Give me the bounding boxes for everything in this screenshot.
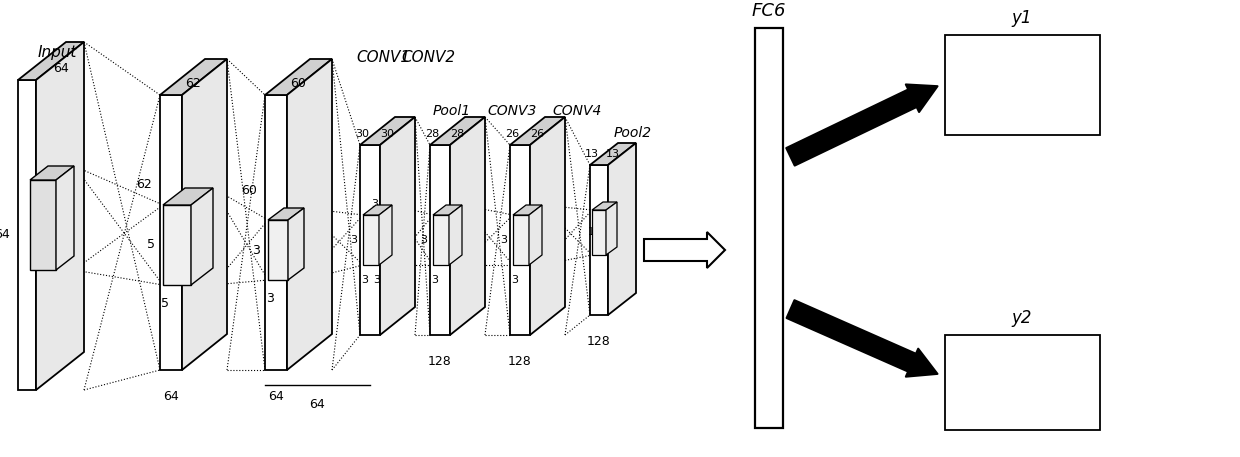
Polygon shape: [265, 95, 286, 370]
Polygon shape: [590, 143, 636, 165]
Text: 64: 64: [0, 228, 10, 241]
Text: 3: 3: [511, 275, 518, 285]
Text: CONV2: CONV2: [401, 50, 455, 65]
Polygon shape: [360, 145, 379, 335]
Text: y2: y2: [1012, 309, 1032, 327]
Polygon shape: [288, 208, 304, 280]
Polygon shape: [430, 117, 485, 145]
Text: 3: 3: [372, 199, 378, 209]
Text: 5: 5: [161, 297, 169, 310]
Bar: [945, 35, 1100, 135]
Text: 64: 64: [268, 390, 284, 403]
Polygon shape: [30, 166, 74, 180]
Polygon shape: [162, 205, 191, 285]
Text: Input: Input: [37, 45, 77, 60]
Polygon shape: [433, 205, 463, 215]
Polygon shape: [510, 117, 565, 145]
FancyArrowPatch shape: [786, 300, 937, 377]
Text: 26: 26: [529, 129, 544, 139]
Polygon shape: [162, 188, 213, 205]
Polygon shape: [286, 59, 332, 370]
Polygon shape: [510, 145, 529, 335]
Polygon shape: [591, 210, 606, 255]
Text: 26: 26: [505, 129, 520, 139]
Text: 60: 60: [241, 184, 257, 197]
Text: 64: 64: [164, 390, 179, 403]
Polygon shape: [56, 166, 74, 270]
Polygon shape: [379, 205, 392, 265]
Polygon shape: [265, 59, 332, 95]
Text: 3: 3: [500, 235, 507, 245]
Polygon shape: [449, 205, 463, 265]
Polygon shape: [433, 215, 449, 265]
Polygon shape: [363, 205, 392, 215]
Text: 13: 13: [585, 149, 599, 159]
Text: CONV4: CONV4: [552, 104, 601, 118]
FancyArrowPatch shape: [786, 85, 937, 165]
Polygon shape: [363, 215, 379, 265]
Polygon shape: [529, 117, 565, 335]
Polygon shape: [513, 215, 529, 265]
Polygon shape: [606, 202, 618, 255]
Polygon shape: [268, 208, 304, 220]
Text: 60: 60: [290, 77, 306, 90]
Polygon shape: [450, 117, 485, 335]
Text: 62: 62: [185, 77, 201, 90]
Polygon shape: [30, 180, 56, 270]
Polygon shape: [160, 95, 182, 370]
Polygon shape: [160, 59, 227, 95]
Text: 18: 18: [598, 227, 610, 237]
Text: 28: 28: [450, 129, 464, 139]
Polygon shape: [268, 220, 288, 280]
Text: Pool2: Pool2: [614, 126, 652, 140]
Text: 28: 28: [425, 129, 439, 139]
Polygon shape: [590, 165, 608, 315]
Polygon shape: [529, 205, 542, 265]
Polygon shape: [430, 145, 450, 335]
Text: Pool1: Pool1: [433, 104, 471, 118]
Text: CONV3: CONV3: [487, 104, 537, 118]
Polygon shape: [379, 117, 415, 335]
Polygon shape: [608, 143, 636, 315]
Polygon shape: [513, 205, 542, 215]
Text: y1: y1: [1012, 9, 1032, 27]
Text: 3: 3: [350, 235, 357, 245]
Text: 13: 13: [606, 149, 620, 159]
Text: 128: 128: [587, 335, 611, 348]
Text: 128: 128: [428, 355, 451, 368]
Text: 13: 13: [588, 227, 600, 237]
Polygon shape: [36, 42, 84, 390]
Polygon shape: [19, 80, 36, 390]
Polygon shape: [360, 117, 415, 145]
Text: FC6: FC6: [751, 2, 786, 20]
Polygon shape: [591, 202, 618, 210]
Text: 128: 128: [508, 355, 532, 368]
Text: 5: 5: [148, 239, 155, 251]
Text: 3: 3: [267, 292, 274, 305]
Bar: [945, 335, 1100, 430]
Text: 3: 3: [362, 275, 368, 285]
Text: CONV1: CONV1: [356, 50, 410, 65]
Text: 30: 30: [379, 129, 394, 139]
Polygon shape: [19, 42, 84, 80]
Text: 3: 3: [252, 244, 260, 256]
Text: 64: 64: [53, 62, 69, 75]
Text: 62: 62: [136, 179, 153, 191]
Text: 64: 64: [309, 398, 325, 411]
Text: 30: 30: [355, 129, 370, 139]
Polygon shape: [191, 188, 213, 285]
Text: 3: 3: [420, 235, 427, 245]
Polygon shape: [182, 59, 227, 370]
Text: 3: 3: [432, 275, 439, 285]
FancyArrow shape: [644, 232, 725, 268]
Bar: [755, 28, 782, 428]
Text: 3: 3: [373, 275, 381, 285]
